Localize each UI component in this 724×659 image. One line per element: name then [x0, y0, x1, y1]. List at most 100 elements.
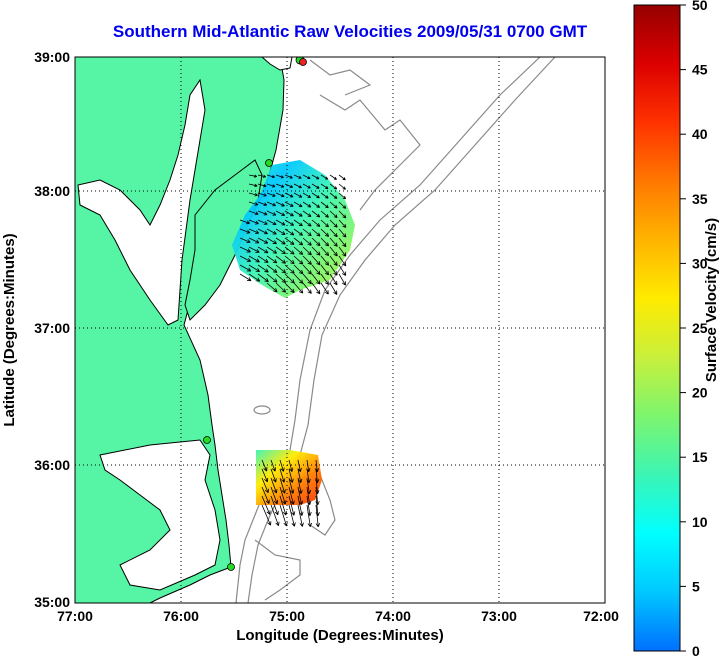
x-axis: 77:00 76:00 75:00 74:00 73:00 72:00 Long…	[57, 608, 619, 644]
velocity-arrow	[293, 210, 303, 217]
velocity-arrow	[275, 219, 286, 226]
velocity-arrow	[266, 273, 278, 283]
velocity-arrow	[320, 255, 330, 266]
velocity-arrow	[257, 237, 269, 244]
velocity-arrow	[338, 246, 347, 257]
x-tick-label: 73:00	[481, 608, 517, 624]
velocity-arrow	[320, 282, 329, 295]
chesapeake-bay	[77, 78, 206, 326]
map-title: Southern Mid-Atlantic Raw Velocities 200…	[112, 22, 588, 41]
velocity-arrow	[239, 246, 251, 253]
y-axis-label: Latitude (Degrees:Minutes)	[1, 233, 18, 426]
velocity-arrow	[311, 174, 320, 180]
velocity-arrow	[239, 273, 252, 282]
velocity-arrow	[320, 219, 329, 228]
velocity-arrow	[248, 192, 258, 197]
velocity-arrow	[293, 183, 302, 189]
velocity-arrow	[284, 210, 294, 217]
velocity-arrow	[297, 504, 304, 527]
velocity-arrow	[284, 183, 294, 188]
velocity-arrow	[284, 246, 295, 255]
velocity-arrow	[311, 210, 321, 218]
velocity-arrow	[311, 273, 321, 285]
velocity-arrow	[266, 246, 278, 254]
velocity-arrow	[320, 210, 329, 218]
pamlico-sound	[99, 439, 221, 591]
velocity-arrow	[257, 228, 268, 235]
velocity-arrow	[266, 183, 276, 188]
velocity-arrow	[275, 192, 285, 198]
velocity-arrow	[261, 477, 269, 494]
velocity-arrow	[311, 246, 321, 256]
velocity-arrow	[270, 504, 280, 526]
radar-station-3	[265, 159, 273, 167]
velocity-arrow	[270, 468, 277, 483]
bathymetry-contours	[235, 57, 556, 603]
velocity-arrow	[261, 486, 270, 504]
velocity-arrow	[275, 246, 286, 255]
x-tick-label: 77:00	[57, 608, 93, 624]
y-tick-label: 37:00	[34, 320, 70, 336]
velocity-arrow	[257, 255, 269, 263]
velocity-arrow	[329, 246, 338, 257]
velocity-arrow	[306, 504, 312, 527]
colorbar-tick-label: 20	[692, 385, 708, 401]
colorbar-gradient	[633, 4, 681, 652]
velocity-arrow	[248, 255, 260, 263]
velocity-arrow	[293, 273, 304, 284]
velocity-arrow	[320, 246, 330, 257]
colorbar-label: Surface Velocity (cm/s)	[703, 218, 720, 382]
velocity-arrow	[275, 237, 286, 245]
velocity-arrow	[302, 255, 312, 265]
velocity-arrow	[338, 219, 347, 228]
velocity-arrow	[329, 264, 338, 276]
velocity-arrow	[266, 192, 276, 197]
velocity-arrow	[275, 201, 285, 207]
velocity-arrow	[329, 210, 338, 219]
velocity-arrow	[248, 237, 260, 244]
velocity-arrow	[302, 246, 312, 256]
x-tick-label: 74:00	[375, 608, 411, 624]
velocity-arrow	[284, 273, 295, 284]
velocity-arrow	[248, 273, 261, 282]
velocity-arrow	[293, 201, 303, 208]
velocity-arrow	[320, 201, 329, 209]
x-tick-label: 75:00	[269, 608, 305, 624]
y-tick-label: 38:00	[34, 183, 70, 199]
velocity-arrow	[293, 174, 302, 179]
velocity-arrow	[266, 201, 276, 207]
colorbar-tick-label: 40	[692, 126, 708, 142]
velocity-arrow	[279, 486, 287, 505]
velocity-arrow	[302, 228, 312, 237]
velocity-arrow	[248, 246, 260, 253]
velocity-arrow	[338, 255, 347, 267]
velocity-arrow	[279, 477, 286, 494]
x-tick-label: 76:00	[163, 608, 199, 624]
velocity-arrow	[315, 504, 321, 528]
velocity-arrow	[293, 264, 304, 275]
velocity-arrow	[329, 273, 338, 286]
velocity-arrow	[311, 255, 321, 266]
velocity-arrow	[311, 264, 321, 275]
velocity-arrow	[248, 183, 258, 188]
velocity-arrow	[248, 210, 259, 216]
velocity-arrow	[320, 183, 329, 190]
velocity-arrow	[302, 282, 312, 294]
velocity-arrow	[257, 219, 268, 225]
velocity-arrow	[329, 183, 338, 190]
velocity-arrow	[302, 174, 311, 180]
colorbar-tick-label: 5	[692, 578, 700, 594]
velocity-arrow	[261, 468, 269, 483]
velocity-arrow	[293, 237, 304, 246]
velocity-arrow	[257, 201, 268, 206]
velocity-arrow	[302, 264, 312, 275]
velocity-arrow	[293, 228, 303, 236]
velocity-arrow	[311, 219, 321, 227]
velocity-arrow	[284, 255, 295, 265]
colorbar-tick-label: 15	[692, 449, 708, 465]
peninsula	[184, 159, 263, 321]
velocity-vectors	[239, 174, 347, 528]
velocity-arrow	[248, 264, 260, 272]
